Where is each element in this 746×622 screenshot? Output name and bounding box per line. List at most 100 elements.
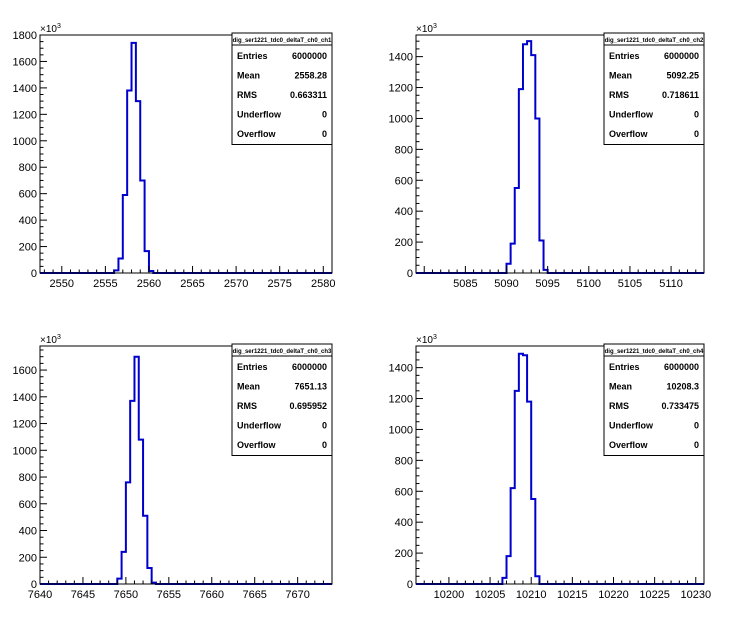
x-tick-label: 7650 — [114, 589, 138, 601]
x-tick-label: 10230 — [680, 589, 711, 601]
x-tick-label: 10225 — [639, 589, 670, 601]
stat-value: 0 — [694, 440, 699, 450]
y-tick-label: 1000 — [13, 136, 37, 148]
y-tick-label: 400 — [19, 526, 37, 538]
histogram-bin — [117, 579, 121, 584]
y-tick-label: 600 — [395, 486, 413, 498]
stats-box: dig_ser1221_tdc0_deltaT_ch0_ch1 Entries 60… — [231, 32, 333, 145]
histogram-bin — [118, 258, 122, 273]
histogram-bin — [140, 180, 144, 273]
histogram-panel-3: 7640 7645 7650 7655 7660 7665 7670 0 200 400 600 80… — [13, 334, 333, 601]
stats-box-frame — [603, 32, 705, 145]
stat-label: Underflow — [237, 110, 282, 120]
y-tick-label: 200 — [19, 552, 37, 564]
histogram-title: dig_ser1221_tdc0_deltaT_ch0_ch2 — [605, 38, 704, 44]
histogram-bin — [123, 195, 127, 273]
x-tick-label: 10205 — [475, 589, 506, 601]
stat-value: 0.733475 — [661, 401, 699, 411]
stat-label: Underflow — [609, 421, 654, 431]
histogram-bin — [527, 402, 531, 584]
x-tick-label: 5095 — [535, 278, 559, 290]
y-tick-label: 1200 — [389, 83, 413, 95]
histogram-bin — [122, 552, 126, 584]
y-tick-label: 400 — [395, 206, 413, 218]
stat-value: 2558.28 — [294, 71, 327, 81]
x-tick-label: 10210 — [516, 589, 547, 601]
histogram-bin — [145, 251, 149, 273]
y-tick-label: 0 — [31, 579, 37, 591]
stat-label: Mean — [237, 382, 260, 392]
stat-value: 0.663311 — [290, 90, 327, 100]
stat-value: 0 — [322, 440, 327, 450]
y-tick-label: 1000 — [13, 445, 37, 457]
y-tick-label: 800 — [395, 144, 413, 156]
histogram-bin — [134, 357, 138, 584]
y-tick-label: 1200 — [389, 394, 413, 406]
y-tick-label: 800 — [19, 472, 37, 484]
exponent-power: 3 — [57, 334, 61, 341]
y-tick-label: 400 — [19, 215, 37, 227]
stat-label: Mean — [237, 71, 260, 81]
stat-label: RMS — [609, 401, 629, 411]
histogram-bin — [531, 55, 535, 273]
stat-label: Overflow — [237, 129, 277, 139]
histogram-bin — [502, 578, 506, 584]
histogram-bin — [511, 488, 515, 584]
histogram-bin — [523, 44, 527, 273]
plot-frame — [415, 34, 705, 274]
stat-label: RMS — [609, 90, 629, 100]
histogram-series — [40, 355, 332, 585]
stat-value: 6000000 — [664, 51, 699, 61]
stat-label: Underflow — [609, 110, 654, 120]
stat-value: 7651.13 — [294, 382, 327, 392]
x-tick-label: 7640 — [28, 589, 52, 601]
x-tick-label: 2580 — [311, 278, 335, 290]
x-tick-label: 7665 — [242, 589, 266, 601]
stat-value: 0.718611 — [662, 90, 699, 100]
histogram-series — [416, 352, 704, 585]
y-tick-label: 0 — [31, 268, 37, 280]
histogram-bin — [515, 188, 519, 273]
x-tick-label: 2575 — [267, 278, 291, 290]
stats-box-frame — [231, 343, 333, 456]
x-tick-label: 10200 — [434, 589, 465, 601]
exponent-power: 3 — [433, 23, 437, 30]
histogram-title: dig_ser1221_tdc0_deltaT_ch0_ch1 — [233, 38, 332, 44]
histogram-bin — [531, 499, 535, 584]
stat-label: Overflow — [237, 440, 277, 450]
y-tick-label: 1000 — [389, 113, 413, 125]
histogram-bin — [527, 41, 531, 273]
y-tick-label: 1000 — [389, 424, 413, 436]
histogram-bin — [139, 440, 143, 584]
y-tick-label: 1400 — [389, 52, 413, 64]
y-tick-label: 200 — [19, 242, 37, 254]
stat-label: Mean — [609, 382, 632, 392]
stats-box: dig_ser1221_tdc0_deltaT_ch0_ch4 Entries 60… — [603, 343, 705, 456]
y-tick-label: 1200 — [13, 109, 37, 121]
y-axis-exponent-label: ×103 — [416, 23, 437, 35]
stats-box: dig_ser1221_tdc0_deltaT_ch0_ch3 Entries 60… — [231, 343, 333, 456]
stats-box-frame — [603, 343, 705, 456]
x-tick-label: 7660 — [200, 589, 224, 601]
stat-label: Entries — [237, 362, 268, 372]
histogram-series — [40, 41, 332, 274]
histogram-title: dig_ser1221_tdc0_deltaT_ch0_ch4 — [605, 349, 704, 355]
stat-value: 0 — [694, 421, 699, 431]
stat-value: 10208.3 — [666, 382, 699, 392]
histogram-bin — [535, 118, 539, 273]
stat-label: Overflow — [609, 440, 649, 450]
stat-value: 6000000 — [664, 362, 699, 372]
histogram-bin — [523, 355, 527, 584]
stat-label: RMS — [237, 401, 257, 411]
histogram-bin — [126, 482, 130, 584]
y-tick-label: 1400 — [13, 392, 37, 404]
y-tick-label: 600 — [19, 499, 37, 511]
histogram-bin — [535, 576, 539, 584]
y-axis-exponent-label: ×103 — [40, 334, 61, 346]
histogram-bin — [539, 241, 543, 273]
x-tick-label: 7670 — [285, 589, 309, 601]
exponent-power: 3 — [57, 23, 61, 30]
y-axis-exponent-label: ×103 — [416, 334, 437, 346]
stat-value: 0 — [322, 421, 327, 431]
